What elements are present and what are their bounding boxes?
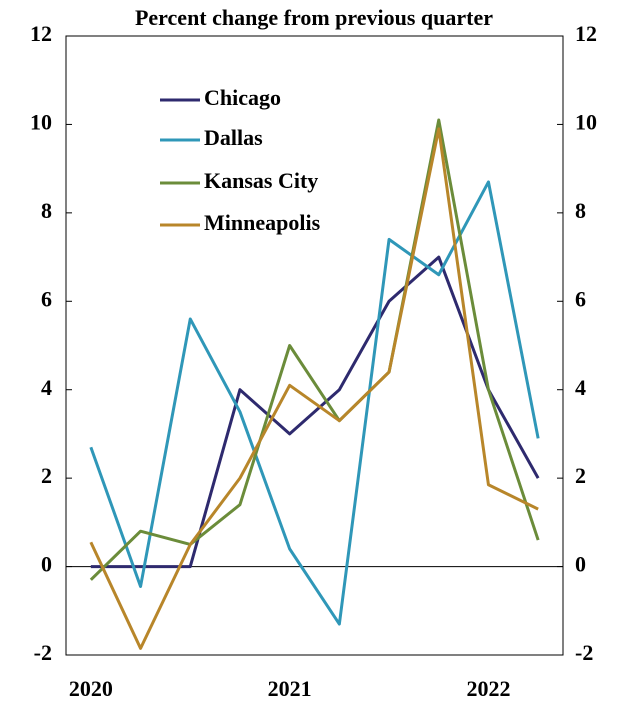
y-tick-label: 6	[41, 286, 52, 311]
x-tick-label: 2020	[69, 676, 113, 701]
y-tick-label: -2	[34, 640, 52, 665]
legend-label: Minneapolis	[204, 210, 321, 235]
y2-tick-label: 8	[575, 198, 586, 223]
y2-tick-label: 6	[575, 286, 586, 311]
y2-tick-label: 0	[575, 552, 586, 577]
plot-frame	[65, 35, 564, 656]
legend-label: Kansas City	[204, 168, 318, 193]
y-tick-label: 4	[41, 375, 52, 400]
y-tick-label: 12	[30, 21, 52, 46]
legend-label: Dallas	[204, 125, 263, 150]
y-tick-label: 8	[41, 198, 52, 223]
x-tick-label: 2022	[466, 676, 510, 701]
y2-tick-label: -2	[575, 640, 593, 665]
y2-tick-label: 12	[575, 21, 597, 46]
y-tick-label: 2	[41, 463, 52, 488]
series-line	[89, 118, 540, 581]
series-line	[89, 127, 539, 650]
y-tick-label: 10	[30, 109, 52, 134]
y2-tick-label: 4	[575, 375, 586, 400]
series-line	[90, 255, 540, 569]
chart-title: Percent change from previous quarter	[135, 5, 493, 30]
y-tick-label: 0	[41, 552, 52, 577]
y2-tick-label: 10	[575, 109, 597, 134]
legend-label: Chicago	[204, 85, 281, 110]
x-tick-label: 2021	[268, 676, 312, 701]
y2-tick-label: 2	[575, 463, 586, 488]
series-line	[89, 180, 540, 626]
